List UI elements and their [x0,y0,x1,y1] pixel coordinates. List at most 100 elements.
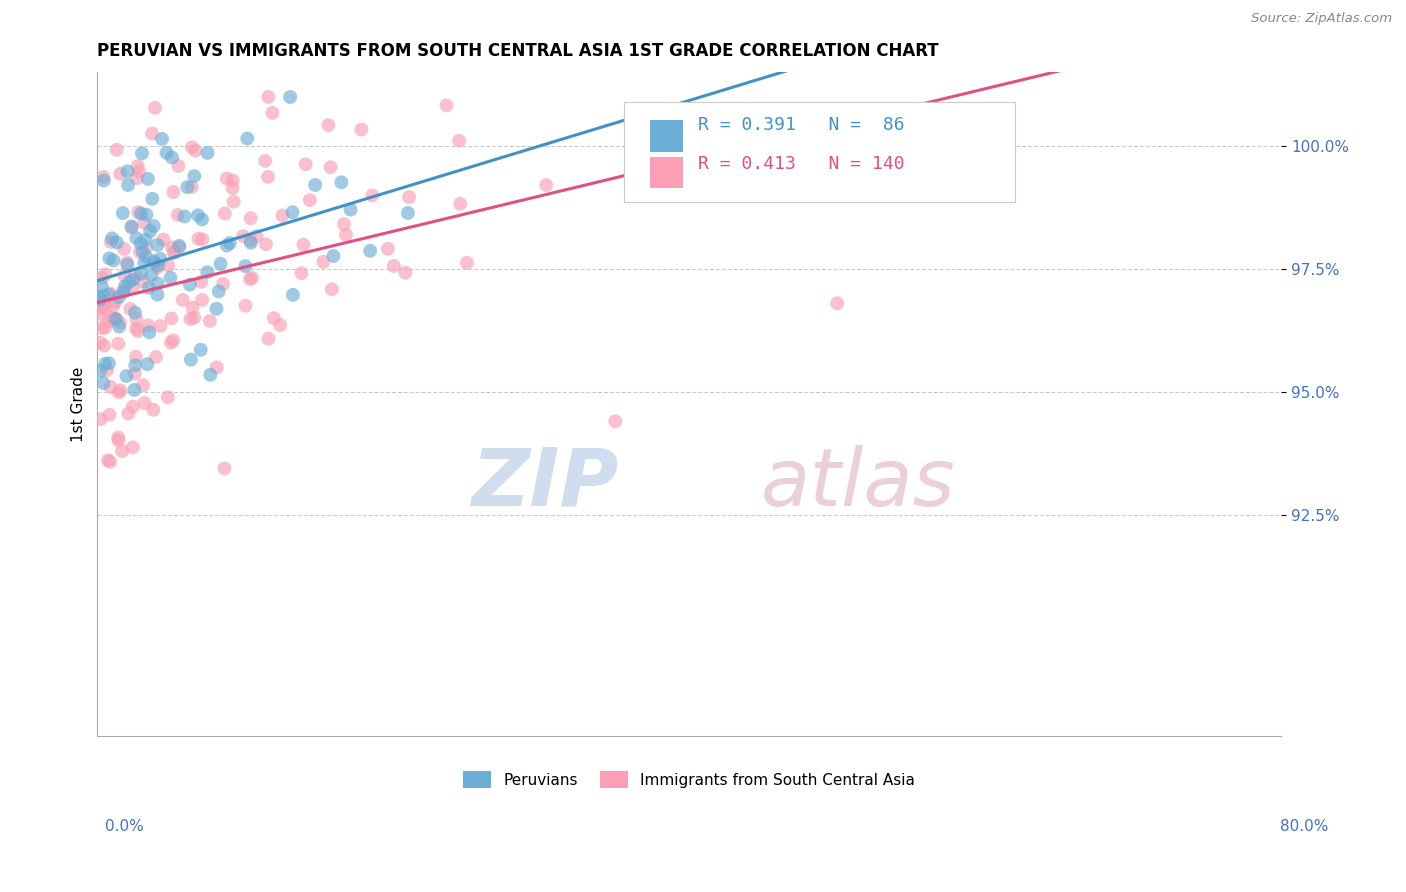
Point [449,134,471,148]
Point [271,209,294,223]
Point [138,326,160,340]
Point [112,285,135,299]
Point [222,173,245,187]
Point [112,268,135,283]
Point [124,268,146,282]
Point [101,231,124,245]
Text: atlas: atlas [761,444,955,523]
Point [398,190,420,204]
Point [146,277,169,291]
Point [142,254,165,268]
Point [149,252,172,266]
Point [166,208,188,222]
Point [93,338,115,352]
Point [197,145,219,160]
Point [112,284,135,298]
Point [179,277,201,292]
Point [143,101,166,115]
Point [294,157,316,171]
Point [94,357,117,371]
Point [104,311,127,326]
Point [394,266,416,280]
Point [449,197,471,211]
Point [215,238,238,252]
Point [112,242,135,256]
Point [239,235,262,250]
Point [93,169,115,184]
Point [139,224,162,238]
Point [124,383,146,397]
Point [160,151,183,165]
Bar [650,120,683,152]
Point [205,360,228,375]
Point [239,234,262,248]
Point [121,219,143,234]
Point [146,287,169,301]
Point [98,314,121,328]
Point [136,172,159,186]
Point [263,311,285,326]
Point [377,242,399,256]
Point [129,236,152,251]
Point [159,270,181,285]
Point [131,244,153,259]
Point [187,232,209,246]
Y-axis label: 1st Grade: 1st Grade [72,367,86,442]
Point [160,240,183,254]
Point [125,321,148,335]
Point [456,256,478,270]
Point [191,232,214,246]
Point [91,288,114,302]
Point [129,244,152,259]
Point [89,298,111,312]
Point [134,256,156,270]
Point [361,188,384,202]
Point [115,255,138,269]
Point [136,318,159,333]
Point [124,359,146,373]
Point [91,321,114,335]
Point [98,408,121,422]
Point [124,367,146,381]
Point [163,244,186,259]
Point [100,235,122,249]
Point [239,272,262,286]
Point [108,319,131,334]
Point [257,90,280,104]
Point [121,441,143,455]
Text: ZIP: ZIP [471,444,619,523]
Point [218,235,240,250]
Text: 80.0%: 80.0% [1281,820,1329,834]
Point [108,316,131,330]
Point [239,211,262,226]
Point [93,173,115,187]
Point [150,132,173,146]
Point [122,280,145,294]
Point [107,385,129,400]
Point [322,249,344,263]
Point [89,335,111,350]
Point [292,237,315,252]
Point [167,159,190,173]
Point [335,227,357,242]
Point [214,461,236,475]
Point [97,287,120,301]
Point [104,294,127,309]
Point [127,324,149,338]
Point [107,336,129,351]
Point [184,144,207,158]
Point [121,220,143,235]
Point [134,396,156,410]
Point [163,246,186,260]
Point [117,178,139,192]
Point [89,301,111,316]
Point [209,257,232,271]
Point [142,219,165,233]
Point [605,414,627,428]
Point [94,268,117,282]
Point [93,298,115,312]
Point [105,143,128,157]
Point [436,98,458,112]
Point [111,444,134,458]
Point [269,318,291,332]
